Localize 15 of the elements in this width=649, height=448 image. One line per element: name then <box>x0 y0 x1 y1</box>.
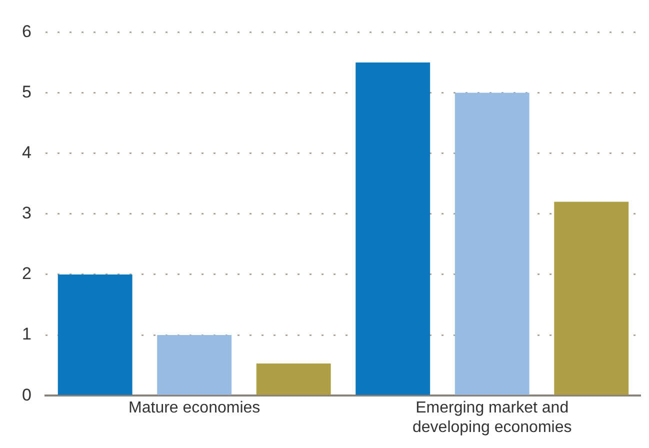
bar <box>356 62 430 395</box>
bar <box>554 202 629 395</box>
y-tick-label: 2 <box>22 264 32 284</box>
y-tick-label: 6 <box>22 22 32 41</box>
bar <box>256 364 331 395</box>
x-tick-label: Emerging market and developing economies <box>412 400 572 436</box>
y-tick-label: 5 <box>22 82 32 102</box>
x-tick-label: Mature economies <box>128 400 260 417</box>
y-tick-label: 1 <box>22 324 32 344</box>
bar <box>58 274 132 395</box>
bar <box>157 335 232 395</box>
bar <box>454 92 530 395</box>
y-tick-label: 0 <box>22 385 32 404</box>
y-tick-label: 3 <box>22 204 32 223</box>
y-tick-label: 4 <box>22 143 32 162</box>
